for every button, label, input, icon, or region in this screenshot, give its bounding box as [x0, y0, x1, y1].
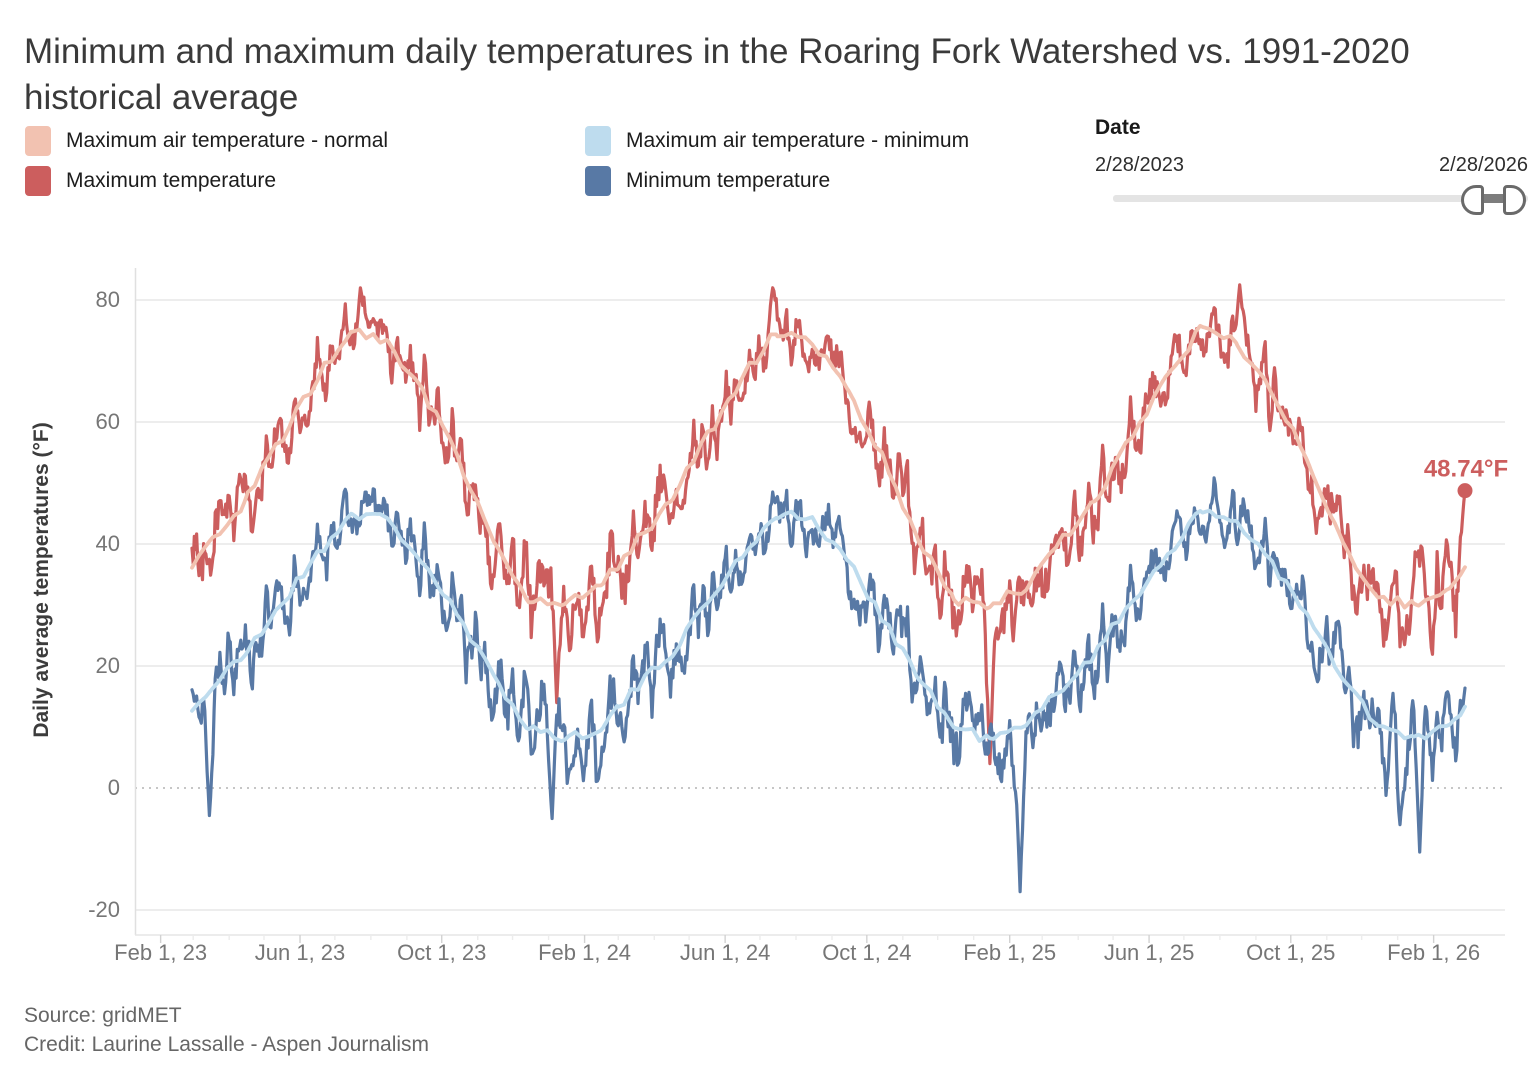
x-tick-label: Oct 1, 23: [397, 940, 486, 965]
series-line-maximum-air-temperature-minimum[interactable]: [190, 508, 1467, 744]
page-title: Minimum and maximum daily temperatures i…: [24, 32, 1410, 117]
y-tick-label: 60: [96, 409, 120, 434]
date-range-start: 2/28/2023: [1095, 154, 1184, 176]
legend-item-min-temperature[interactable]: Minimum temperature: [585, 166, 830, 196]
legend-label: Minimum temperature: [626, 169, 831, 192]
legend-swatch-max-normal: [25, 126, 51, 156]
x-tick-label: Jun 1, 23: [255, 940, 346, 965]
date-filter-title: Date: [1095, 116, 1141, 139]
x-tick-label: Jun 1, 25: [1104, 940, 1195, 965]
slider-right-handle[interactable]: [1503, 185, 1526, 215]
legend-swatch-max-minimum: [585, 126, 611, 156]
series-line-maximum-air-temperature-normal[interactable]: [190, 323, 1467, 611]
y-tick-label: -20: [88, 897, 120, 922]
x-tick-label: Feb 1, 25: [963, 940, 1056, 965]
legend-item-max-normal[interactable]: Maximum air temperature - normal: [25, 126, 388, 156]
date-filter: Date 2/28/2023 2/28/2026: [1095, 116, 1528, 215]
x-tick-label: Feb 1, 24: [538, 940, 631, 965]
y-tick-label: 80: [96, 287, 120, 312]
slider-track[interactable]: [1113, 195, 1528, 202]
x-tick-label: Feb 1, 26: [1387, 940, 1480, 965]
legend-item-max-temperature[interactable]: Maximum temperature: [25, 166, 276, 196]
date-range-end: 2/28/2026: [1439, 154, 1528, 176]
legend-swatch-min-temperature: [585, 166, 611, 196]
series-line-maximum-temperature[interactable]: [190, 283, 1467, 766]
legend-item-max-minimum[interactable]: Maximum air temperature - minimum: [585, 126, 969, 156]
legend-label: Maximum temperature: [66, 169, 277, 192]
last-value-dot[interactable]: [1457, 483, 1473, 499]
x-tick-label: Jun 1, 24: [680, 940, 771, 965]
credit-note: Credit: Laurine Lassalle - Aspen Journal…: [24, 1032, 430, 1056]
legend-label: Maximum air temperature - normal: [66, 129, 389, 152]
x-tick-label: Oct 1, 24: [822, 940, 911, 965]
y-tick-label: 40: [96, 531, 120, 556]
end-value-label: 48.74°F: [1424, 456, 1508, 483]
chart-footer: Source: gridMET Credit: Laurine Lassalle…: [24, 1002, 429, 1060]
legend-swatch-max-temperature: [25, 166, 51, 196]
slider-selection-bar[interactable]: [1473, 194, 1513, 203]
x-tick-label: Feb 1, 23: [114, 940, 207, 965]
y-axis-title: Daily average temperatures (°F): [30, 422, 53, 737]
legend-label: Maximum air temperature - minimum: [626, 129, 970, 152]
y-tick-label: 20: [96, 653, 120, 678]
y-tick-label: 0: [108, 775, 120, 800]
slider-left-handle[interactable]: [1461, 185, 1484, 215]
x-tick-label: Oct 1, 25: [1246, 940, 1335, 965]
source-note: Source: gridMET: [24, 1004, 182, 1027]
date-range-slider[interactable]: [1095, 183, 1528, 215]
